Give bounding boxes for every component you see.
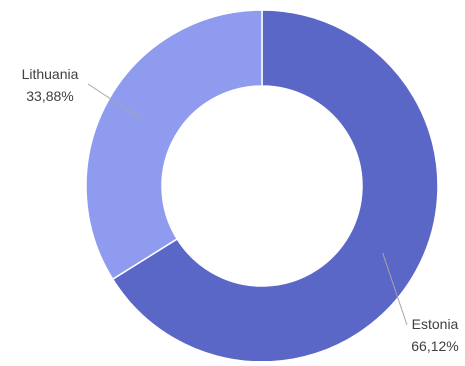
slice-label-name-estonia: Estonia [412, 316, 459, 332]
slice-label-name-lithuania: Lithuania [22, 66, 79, 82]
slice-label-value-lithuania: 33,88% [26, 88, 73, 104]
slices-group [85, 9, 439, 363]
slice-label-value-estonia: 66,12% [411, 338, 458, 354]
leader-lines-group [87, 83, 408, 326]
leader-line-lithuania [87, 83, 142, 120]
leader-line-estonia [382, 252, 408, 326]
slice-estonia [111, 9, 439, 363]
slice-lithuania [85, 9, 263, 281]
label-estonia: Estonia 66,12% [411, 316, 458, 354]
label-lithuania: Lithuania 33,88% [22, 66, 79, 104]
